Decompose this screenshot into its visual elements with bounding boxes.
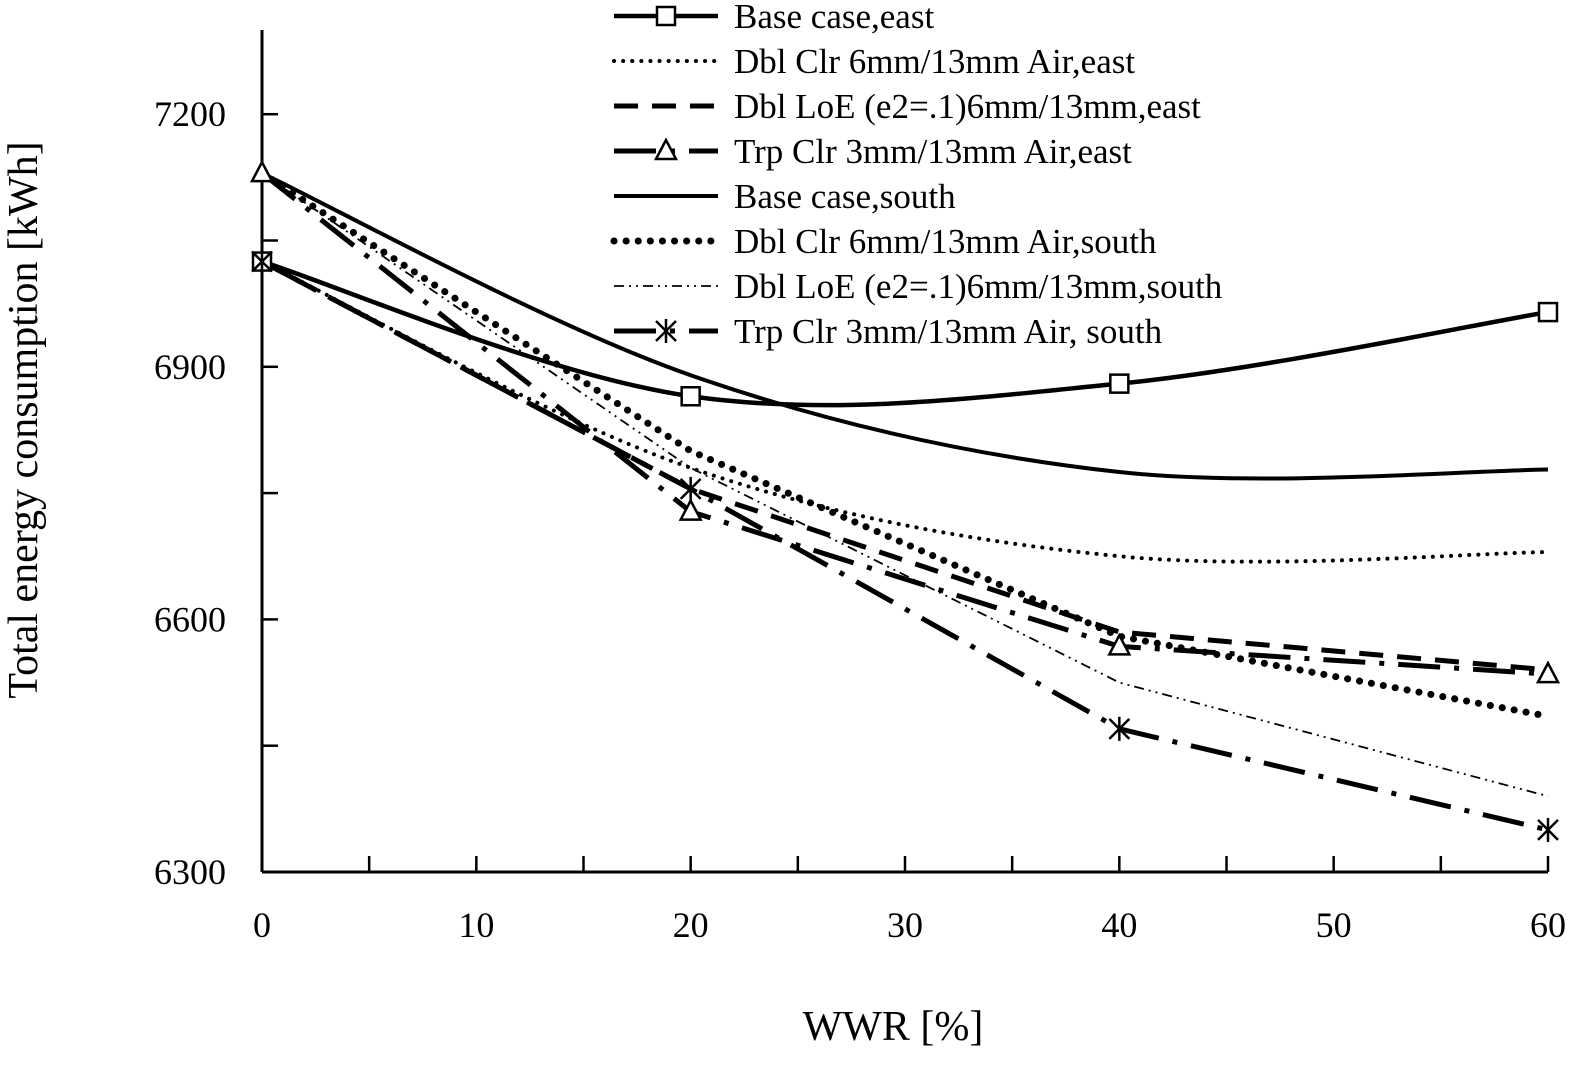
legend-item-7: Dbl LoE (e2=.1)6mm/13mm,south — [614, 267, 1223, 306]
data-point-marker-4 — [1107, 632, 1132, 656]
legend-marker — [655, 5, 677, 27]
legend: Base case,east Dbl Clr 6mm/13mm Air,east D… — [610, 0, 1223, 351]
legend-item-6: Dbl Clr 6mm/13mm Air,south — [610, 222, 1157, 261]
data-point-marker-8 — [679, 476, 702, 501]
x-tick-label: 50 — [1316, 905, 1352, 945]
legend-marker — [655, 319, 677, 343]
ticks: 0 10 20 30 40 50 60 6300 6600 6900 7200 — [154, 94, 1566, 945]
x-tick-label: 40 — [1101, 905, 1137, 945]
data-point-marker-8 — [1108, 716, 1131, 741]
legend-label: Trp Clr 3mm/13mm Air,east — [734, 132, 1132, 171]
legend-label: Base case,east — [734, 0, 934, 36]
data-point-marker-4 — [249, 159, 275, 183]
legend-label: Dbl LoE (e2=.1)6mm/13mm,east — [734, 87, 1201, 126]
series-line-1 — [261, 259, 1549, 408]
y-tick-label: 6900 — [154, 347, 226, 387]
x-tick-label: 0 — [253, 905, 271, 945]
data-point-marker-1 — [1109, 373, 1130, 394]
legend-label: Base case,south — [734, 177, 956, 216]
series-line-8 — [260, 259, 1549, 833]
y-tick-label: 7200 — [154, 94, 226, 134]
legend-item-3: Dbl LoE (e2=.1)6mm/13mm,east — [614, 87, 1201, 126]
legend-label: Dbl Clr 6mm/13mm Air,south — [734, 222, 1157, 261]
x-tick-label: 10 — [458, 905, 494, 945]
legend-item-5: Base case,south — [614, 177, 956, 216]
legend-label: Trp Clr 3mm/13mm Air, south — [734, 312, 1163, 351]
legend-item-2: Dbl Clr 6mm/13mm Air,east — [612, 42, 1135, 81]
x-tick-label: 60 — [1530, 905, 1566, 945]
series-line-6 — [258, 169, 1552, 720]
x-tick-label: 20 — [673, 905, 709, 945]
data-point-marker-8 — [1537, 817, 1559, 842]
data-point-marker-4 — [1535, 660, 1561, 684]
legend-item-4: Trp Clr 3mm/13mm Air,east — [614, 132, 1132, 171]
series-line-7 — [261, 172, 1549, 798]
data-point-marker-4 — [678, 497, 703, 521]
x-tick-label: 30 — [887, 905, 923, 945]
legend-label: Dbl Clr 6mm/13mm Air,east — [734, 42, 1135, 81]
series-markers — [249, 159, 1561, 842]
y-tick-label: 6300 — [154, 852, 226, 892]
legend-label: Dbl LoE (e2=.1)6mm/13mm,south — [734, 267, 1223, 306]
data-point-marker-1 — [680, 386, 701, 407]
y-axis-title: Total energy consumption [kWh] — [1, 141, 47, 698]
legend-marker — [653, 137, 679, 161]
data-point-marker-8 — [251, 249, 273, 274]
series-line-5 — [261, 171, 1549, 481]
data-point-marker-1 — [1537, 301, 1559, 323]
series-line-4 — [260, 171, 1549, 677]
series-lines — [258, 169, 1552, 833]
x-axis-title: WWR [%] — [803, 1004, 984, 1050]
legend-item-8: Trp Clr 3mm/13mm Air, south — [614, 312, 1163, 351]
y-tick-label: 6600 — [154, 599, 226, 639]
legend-item-1: Base case,east — [614, 0, 934, 36]
